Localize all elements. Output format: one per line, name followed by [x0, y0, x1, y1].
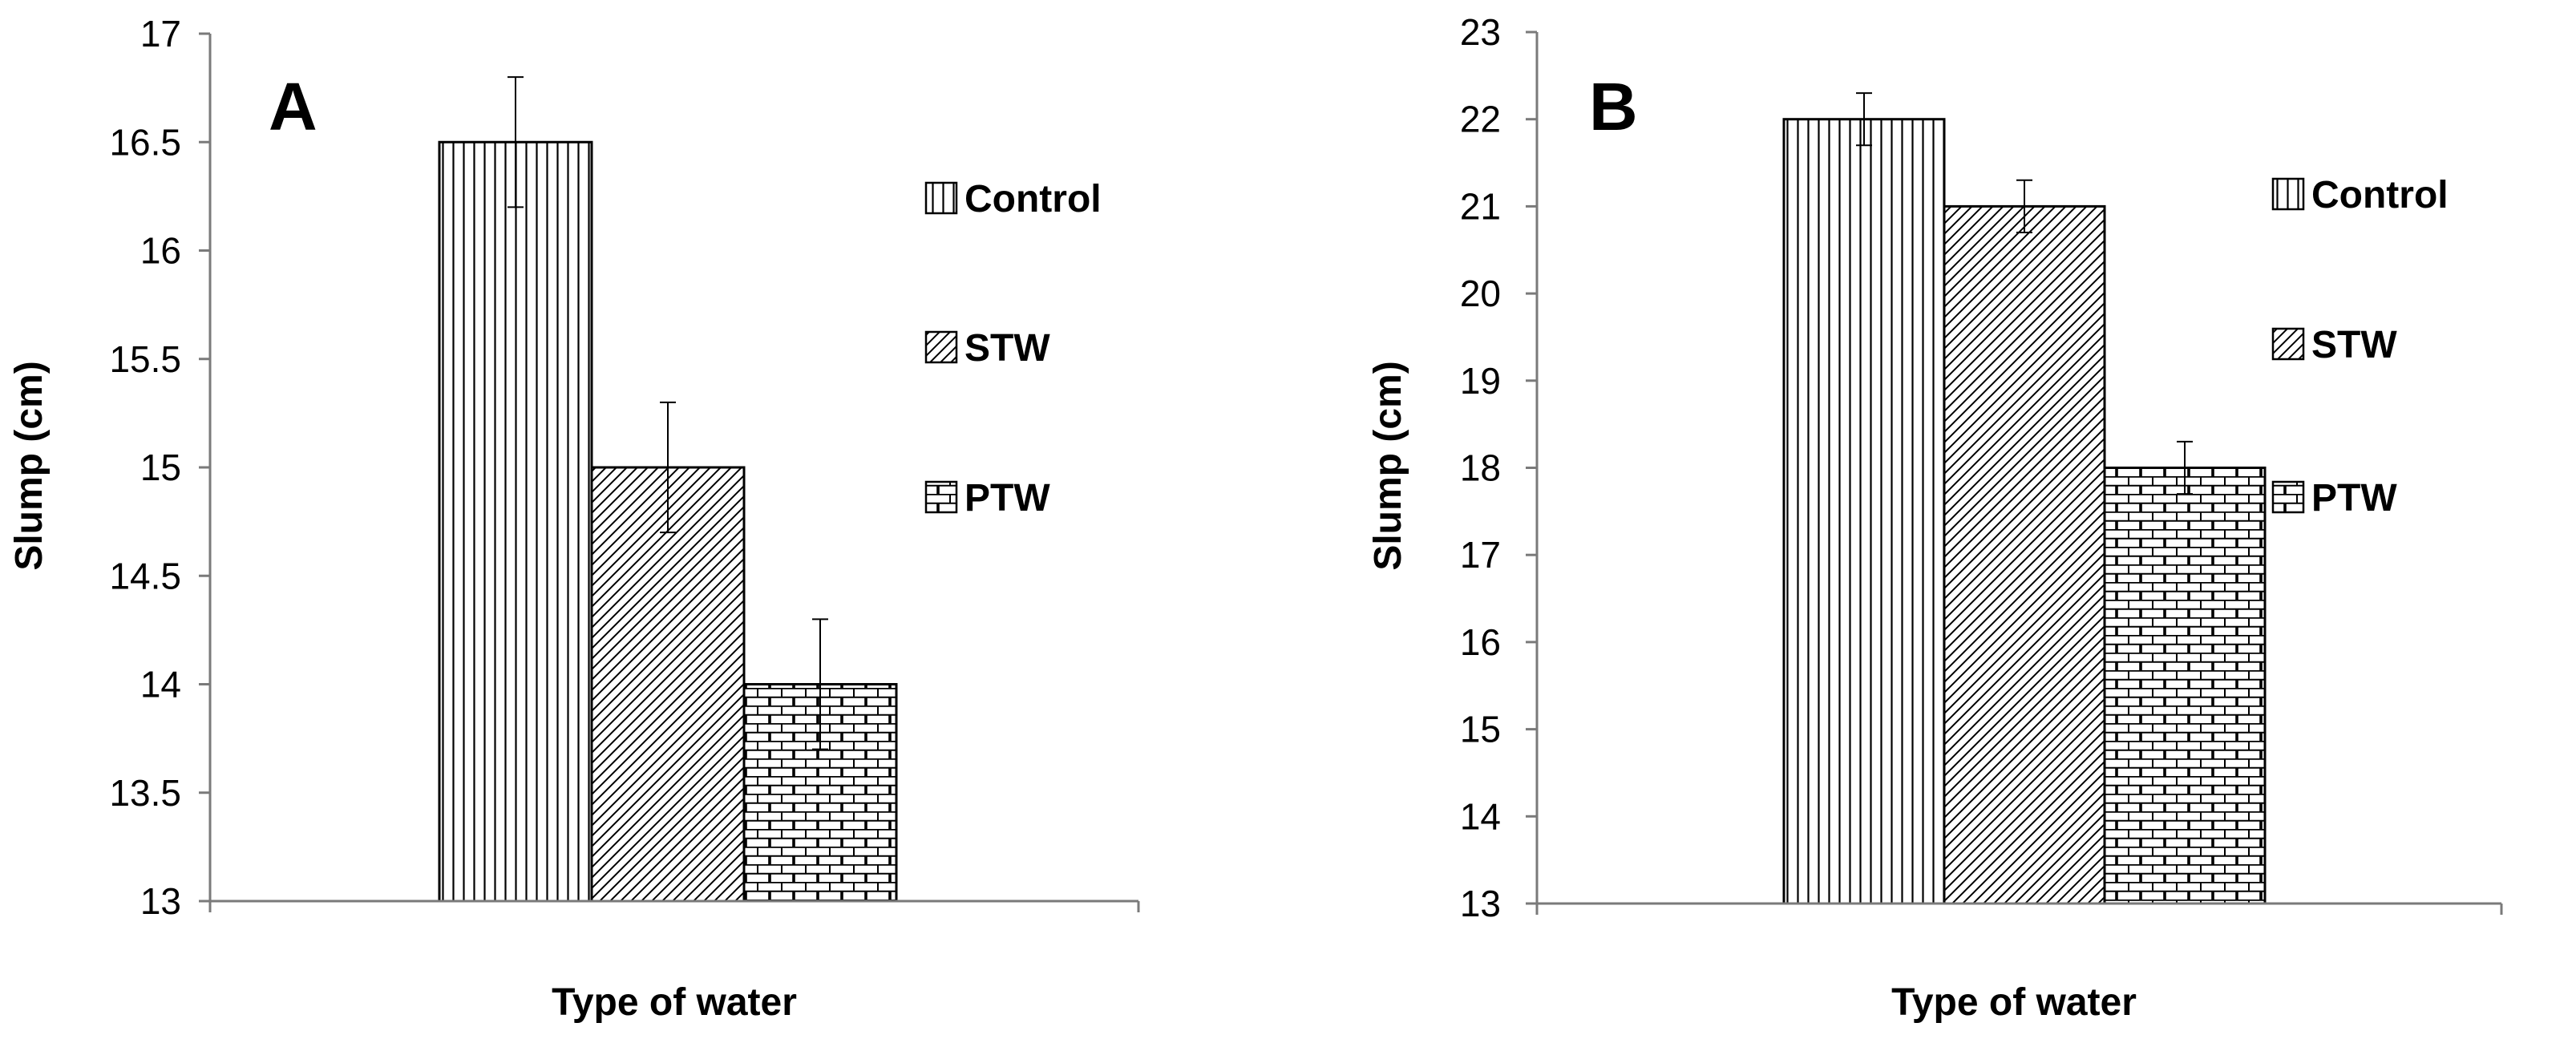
- panel-b-y-tick-label: 15: [1460, 709, 1501, 750]
- panel-a-legend-swatch-ptw: [924, 480, 958, 514]
- panel-a-y-tick-labels: 13 13.5 14 14.5 15 15.5 16 16.5 17: [109, 13, 181, 922]
- panel-a-y-tick-label: 15: [140, 447, 181, 488]
- panel-b: B Slump (cm) Type of water 1314151617181…: [1367, 11, 2503, 1024]
- panel-a-y-tick-label: 13: [140, 880, 181, 922]
- panel-a-letter: A: [269, 69, 317, 144]
- panel-a-bar-stw: [590, 466, 746, 903]
- panel-b-legend-label-control: Control: [2311, 174, 2449, 216]
- panel-b-letter: B: [1589, 69, 1638, 144]
- panel-a-y-tick-label: 15.5: [109, 338, 181, 380]
- panel-b-y-tick-label: 23: [1460, 11, 1501, 53]
- panel-b-legend-swatch-ptw: [2271, 480, 2305, 514]
- panel-b-error-bar-stw: [2016, 179, 2032, 234]
- panel-b-legend-label-ptw: PTW: [2311, 477, 2397, 520]
- panel-a: A Slump (cm) Type of water 1313.51414.51…: [8, 13, 1140, 1024]
- panel-a-y-tick-label: 16: [140, 230, 181, 272]
- panel-a-legend: Control STW PTW: [924, 178, 1102, 520]
- panel-b-y-tick-label: 14: [1460, 795, 1501, 837]
- panel-a-legend-label-stw: STW: [964, 327, 1050, 370]
- panel-b-y-tick-label: 17: [1460, 534, 1501, 576]
- panel-a-legend-swatch-stw: [924, 330, 958, 364]
- panel-a-legend-label-ptw: PTW: [964, 477, 1050, 520]
- panel-a-y-tick-label: 14: [140, 664, 181, 705]
- panel-b-legend-item-stw: STW: [2271, 324, 2397, 366]
- panel-b-legend-item-control: Control: [2271, 174, 2449, 216]
- panel-a-error-bar-stw: [660, 401, 676, 534]
- panel-b-bar-stw: [1943, 204, 2106, 905]
- panel-b-y-tick-label: 16: [1460, 621, 1501, 663]
- panel-a-legend-label-control: Control: [964, 178, 1102, 220]
- panel-b-legend: Control STW PTW: [2271, 174, 2449, 520]
- panel-a-error-bar-control: [508, 76, 524, 208]
- panel-b-legend-swatch-control: [2271, 177, 2305, 211]
- panel-a-error-bar-ptw: [812, 618, 828, 750]
- panel-a-y-tick-label: 16.5: [109, 121, 181, 163]
- panel-a-legend-item-stw: STW: [924, 327, 1050, 370]
- panel-b-y-tick-label: 19: [1460, 360, 1501, 402]
- panel-b-error-bar-ptw: [2177, 440, 2193, 495]
- panel-a-legend-item-control: Control: [924, 178, 1102, 220]
- panel-a-y-tick-label: 14.5: [109, 555, 181, 596]
- panel-a-y-axis-title: Slump (cm): [8, 361, 51, 570]
- panel-b-y-tick-labels: 13 14 15 16 17 18 19 20 21 22 23: [1460, 11, 1501, 924]
- panel-b-y-tick-label: 13: [1460, 883, 1501, 924]
- panel-b-legend-swatch-stw: [2271, 327, 2305, 361]
- panel-b-legend-label-stw: STW: [2311, 324, 2397, 366]
- panel-b-x-axis-title: Type of water: [1891, 981, 2137, 1024]
- panel-a-y-tick-label: 17: [140, 13, 181, 55]
- panel-b-legend-item-ptw: PTW: [2271, 477, 2397, 520]
- panel-b-bar-control: [1782, 118, 1946, 905]
- panel-a-y-tick-label: 13.5: [109, 772, 181, 814]
- panel-a-legend-swatch-control: [924, 181, 958, 215]
- panel-a-x-axis-title: Type of water: [552, 981, 797, 1024]
- panel-b-y-tick-label: 18: [1460, 447, 1501, 489]
- panel-b-y-axis-title: Slump (cm): [1367, 361, 1409, 570]
- panel-b-bar-ptw: [2103, 467, 2267, 905]
- panel-b-y-tick-label: 21: [1460, 185, 1501, 227]
- panel-b-y-tick-label: 20: [1460, 273, 1501, 314]
- panel-b-plot: [1526, 30, 2503, 915]
- panel-b-error-bar-control: [1856, 92, 1872, 147]
- panel-b-y-tick-label: 22: [1460, 99, 1501, 140]
- panel-a-legend-item-ptw: PTW: [924, 477, 1050, 520]
- panel-a-bar-control: [438, 140, 593, 903]
- panel-a-plot: [199, 32, 1140, 912]
